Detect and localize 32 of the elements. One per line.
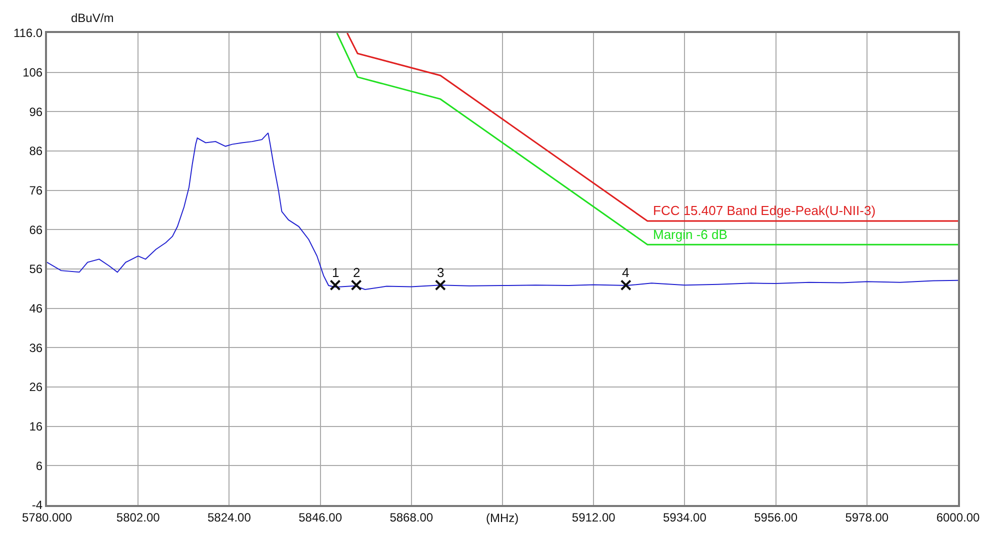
annotation: 1 bbox=[332, 265, 340, 280]
y-tick-label: -4 bbox=[32, 498, 43, 512]
series-label: FCC 15.407 Band Edge-Peak(U-NII-3) bbox=[653, 203, 876, 218]
y-tick-label: 6 bbox=[36, 458, 43, 473]
x-tick-label: 5802.00 bbox=[116, 510, 160, 524]
y-tick-label: 36 bbox=[29, 340, 43, 355]
x-tick-label: 6000.00 bbox=[936, 510, 980, 524]
y-tick-label: 116.0 bbox=[13, 26, 43, 40]
x-tick-label: 5868.00 bbox=[390, 510, 434, 524]
x-tick-label: 5934.00 bbox=[663, 510, 707, 524]
x-axis-title: (MHz) bbox=[486, 511, 519, 525]
y-tick-label: 46 bbox=[29, 302, 43, 316]
y-tick-label: 56 bbox=[29, 262, 43, 276]
y-tick-label: 66 bbox=[29, 222, 43, 237]
annotation: 2 bbox=[353, 265, 360, 280]
annotation: 4 bbox=[622, 265, 630, 280]
y-tick-label: 76 bbox=[29, 184, 43, 198]
x-tick-label: 5780.000 bbox=[22, 510, 72, 524]
series-label: Margin -6 dB bbox=[653, 227, 728, 242]
y-tick-label: 26 bbox=[29, 380, 43, 394]
y-tick-label: 86 bbox=[29, 144, 43, 158]
y-tick-label: 96 bbox=[29, 104, 43, 119]
y-tick-label: 16 bbox=[29, 420, 43, 434]
x-tick-label: 5956.00 bbox=[754, 510, 798, 524]
y-axis-title: dBuV/m bbox=[71, 11, 114, 25]
y-tick-label: 106 bbox=[22, 66, 43, 80]
x-tick-label: 5978.00 bbox=[845, 510, 889, 524]
x-tick-label: 5846.00 bbox=[298, 510, 342, 524]
x-tick-label: 5912.00 bbox=[572, 510, 616, 524]
x-tick-label: 5824.00 bbox=[208, 510, 252, 524]
line-series bbox=[47, 132, 958, 290]
annotation: 3 bbox=[437, 265, 444, 280]
